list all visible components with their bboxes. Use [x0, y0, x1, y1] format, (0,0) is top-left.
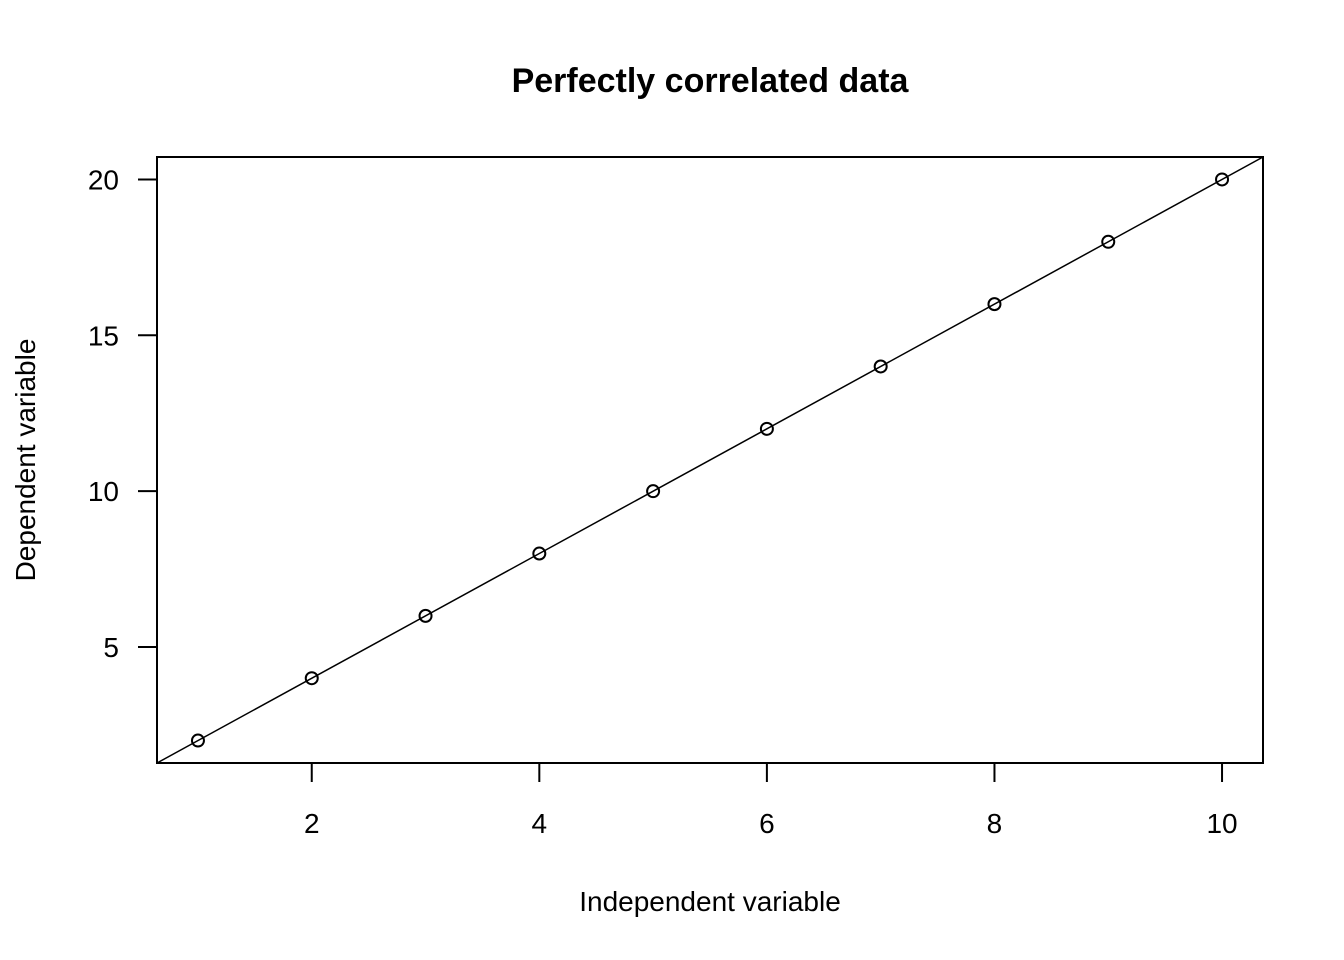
x-axis: 2 4 6 8 10 — [304, 762, 1238, 839]
y-tick-label: 20 — [88, 164, 119, 195]
x-axis-label: Independent variable — [579, 886, 841, 917]
data-points — [190, 172, 1230, 748]
y-tick-label: 5 — [103, 632, 119, 663]
data-point — [987, 297, 1002, 312]
chart-title: Perfectly correlated data — [512, 62, 910, 100]
data-point — [532, 546, 547, 561]
x-tick-label: 8 — [987, 808, 1003, 839]
y-axis: 5 10 15 20 — [88, 164, 158, 663]
data-point — [759, 421, 774, 436]
data-point — [1215, 172, 1230, 187]
fit-line — [156, 156, 1264, 764]
data-point — [1101, 234, 1116, 249]
fit-line-group — [156, 156, 1264, 764]
data-point — [646, 484, 661, 499]
x-tick-label: 6 — [759, 808, 775, 839]
x-tick-label: 10 — [1206, 808, 1237, 839]
x-tick-label: 2 — [304, 808, 320, 839]
y-tick-label: 15 — [88, 320, 119, 351]
y-axis-label: Dependent variable — [10, 339, 41, 582]
data-point — [873, 359, 888, 374]
data-point — [190, 733, 205, 748]
data-point — [418, 608, 433, 623]
y-tick-label: 10 — [88, 476, 119, 507]
data-point — [304, 671, 319, 686]
x-tick-label: 4 — [532, 808, 548, 839]
